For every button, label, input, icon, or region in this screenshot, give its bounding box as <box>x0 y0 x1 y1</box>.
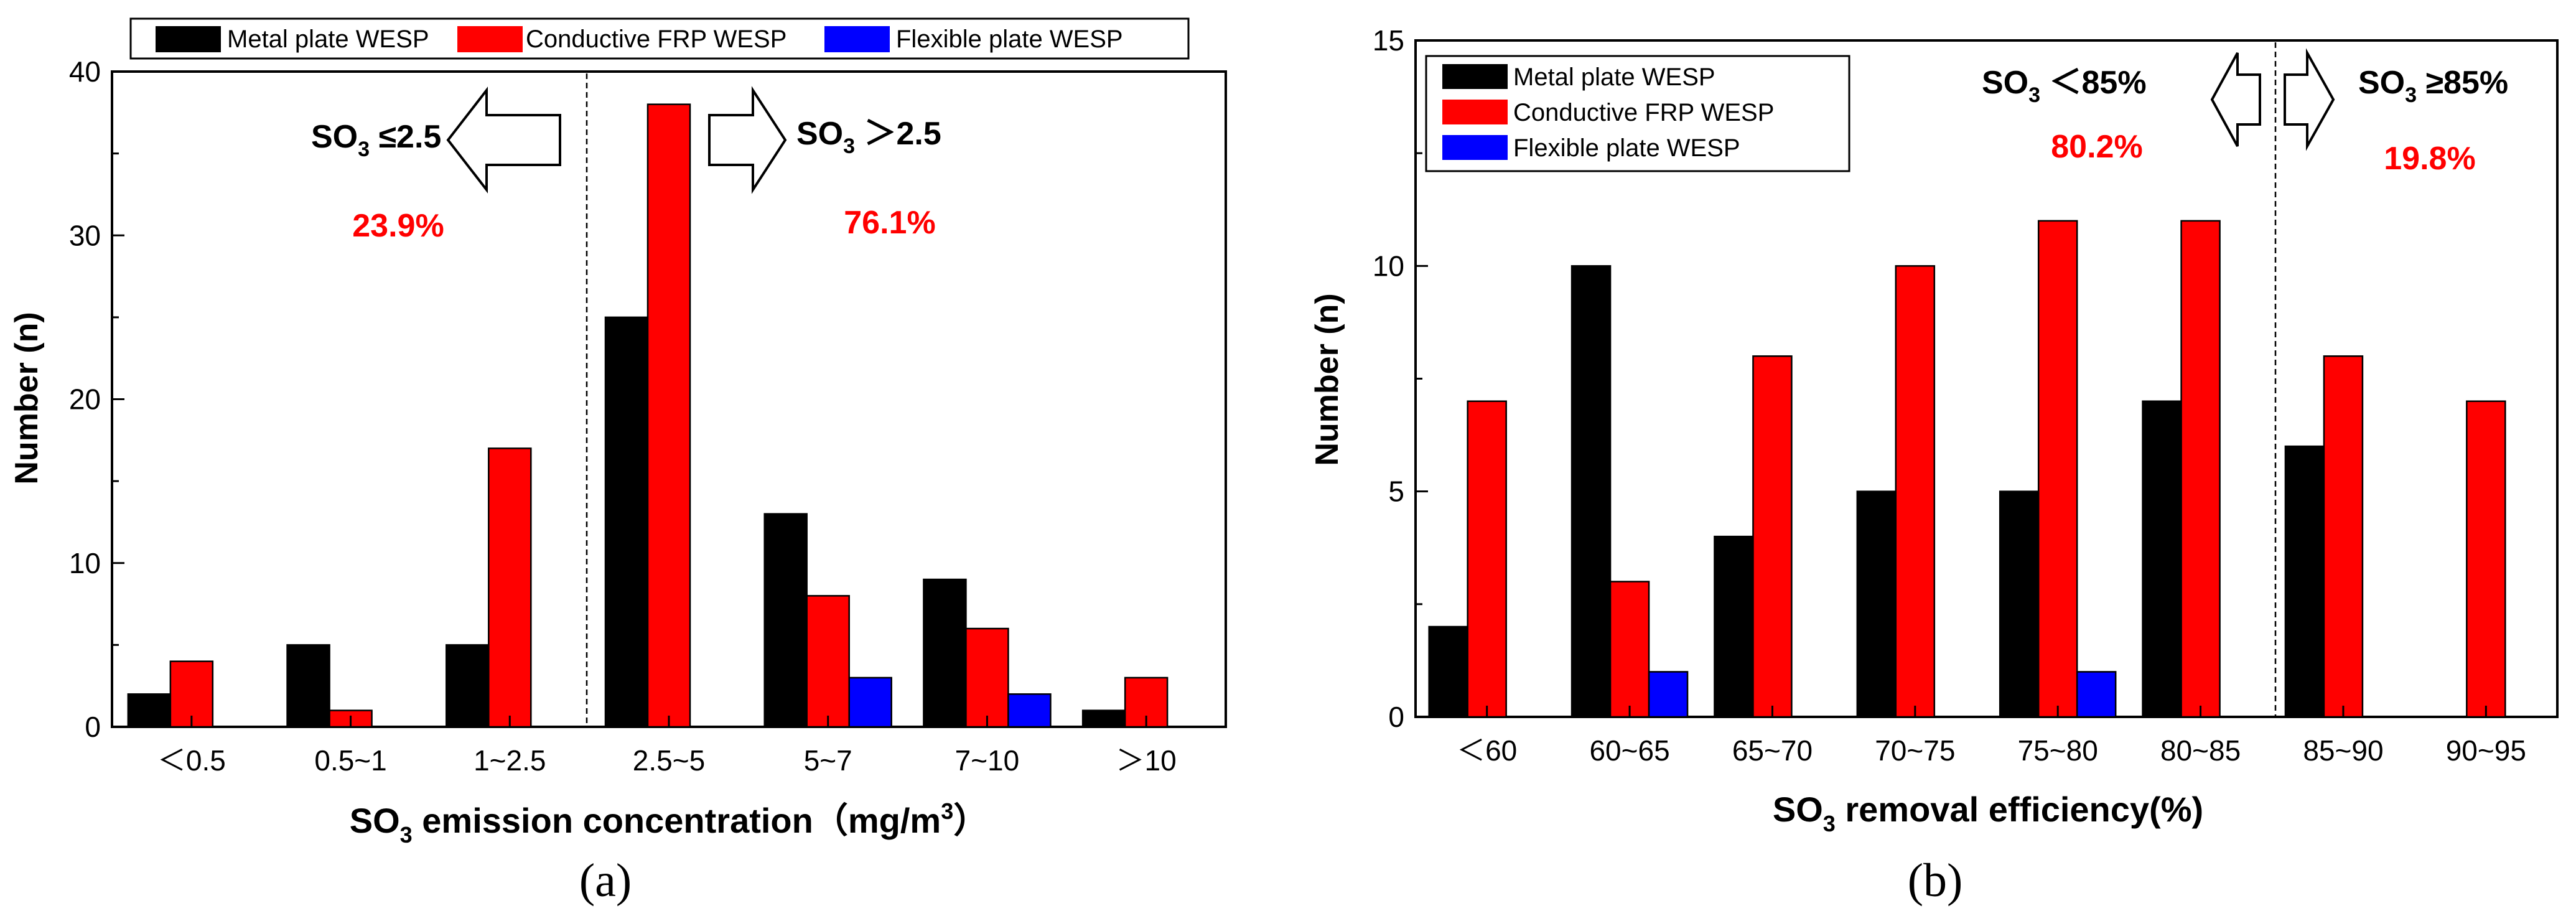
x-tick-label: 0.5~1 <box>314 744 386 777</box>
x-axis-label-a: SO3 emission concentration（mg/m3） <box>350 798 988 848</box>
x-tick-label: 2.5~5 <box>633 744 705 777</box>
y-tick-label: 0 <box>85 711 101 743</box>
panel-label-b: (b) <box>1908 854 1963 907</box>
y-axis-label-b: Number (n) <box>1309 293 1345 465</box>
x-tick-label: 90~95 <box>2446 734 2526 767</box>
y-tick-label: 0 <box>1388 701 1404 733</box>
annotation-b-left-pct: 80.2% <box>2051 129 2142 165</box>
y-tick-label: 10 <box>69 547 101 579</box>
x-tick-label: 60~65 <box>1589 734 1669 767</box>
panel-b: 0 5 10 15 ＜60 60~65 65~70 70~75 75~80 80~85 85~90… <box>1309 24 2559 907</box>
bar-metal <box>923 578 967 728</box>
arrow-right-icon <box>708 86 787 194</box>
legend-b-swatch-flexible <box>1442 135 1508 160</box>
x-tick-label: 1~2.5 <box>474 744 546 777</box>
annotation-a-left: SO3 ≤2.5 <box>311 119 441 161</box>
x-tick-label: ＜0.5 <box>157 744 226 777</box>
bar-flexible <box>2076 671 2117 718</box>
y-tick-label: 5 <box>1388 475 1404 508</box>
bars-b <box>1428 220 2506 718</box>
bar-metal <box>1081 709 1126 728</box>
bar-metal <box>1714 535 1754 718</box>
bar-conductive <box>2180 220 2221 718</box>
legend-b-swatch-metal <box>1442 64 1508 89</box>
legend-b-label-flexible: Flexible plate WESP <box>1513 134 1740 162</box>
x-tick-label: 70~75 <box>1875 734 1955 767</box>
x-axis-b: ＜60 60~65 65~70 70~75 75~80 80~85 85~90 90~95 <box>1457 706 2526 767</box>
y-tick-label: 30 <box>69 219 101 251</box>
annotation-b-right: SO3 ≥85% <box>2358 65 2508 107</box>
bar-conductive <box>2323 355 2364 718</box>
bar-metal <box>1428 625 1468 718</box>
panel-label-a: (a) <box>579 854 632 907</box>
bars-a <box>127 103 1169 728</box>
bar-conductive <box>1467 400 1507 718</box>
bar-flexible <box>848 676 892 728</box>
x-tick-label: 7~10 <box>955 744 1020 777</box>
x-axis-a: ＜0.5 0.5~1 1~2.5 2.5~5 5~7 7~10 ＞10 <box>157 716 1177 777</box>
arrow-left-icon <box>446 86 561 194</box>
bar-metal <box>1999 490 2040 718</box>
x-tick-label: 80~85 <box>2160 734 2241 767</box>
annotation-a-right-pct: 76.1% <box>844 205 935 241</box>
x-tick-label: ＞10 <box>1116 744 1177 777</box>
x-tick-label: 5~7 <box>804 744 852 777</box>
bar-conductive <box>2037 220 2078 718</box>
legend-a-label-frp: Conductive FRP WESP <box>526 26 786 53</box>
legend-a: Metal plate WESP Conductive FRP WESP Fle… <box>129 17 1190 60</box>
bar-conductive <box>1609 581 1650 718</box>
bar-conductive <box>1752 355 1793 718</box>
y-tick-label: 10 <box>1373 250 1404 282</box>
y-axis-label-a: Number (n) <box>9 312 45 484</box>
bar-conductive <box>965 627 1009 728</box>
y-axis-b: 0 5 10 15 <box>1373 24 1428 733</box>
bar-conductive <box>488 447 532 728</box>
legend-a-swatch-frp <box>457 26 523 52</box>
legend-b: Metal plate WESP Conductive FRP WESP Fle… <box>1425 55 1850 172</box>
x-axis-label-b: SO3 removal efficiency(%) <box>1773 790 2203 836</box>
bar-conductive <box>1895 265 1936 718</box>
panel-a: Metal plate WESP Conductive FRP WESP Fle… <box>9 17 1227 907</box>
arrow-left-icon <box>2210 52 2261 147</box>
bar-metal <box>2142 400 2182 718</box>
annotation-b-right-pct: 19.8% <box>2384 141 2475 177</box>
bar-metal <box>1856 490 1897 718</box>
bar-metal <box>127 693 172 728</box>
legend-a-swatch-flexible <box>824 26 890 52</box>
legend-b-swatch-frp <box>1442 100 1508 124</box>
bar-metal <box>2284 445 2325 718</box>
bar-conductive <box>806 595 850 728</box>
x-tick-label: ＜60 <box>1457 734 1517 767</box>
bar-metal <box>286 644 330 728</box>
bar-metal <box>1570 265 1612 718</box>
y-axis-a: 0 10 20 30 40 <box>69 55 124 743</box>
y-tick-label: 15 <box>1373 24 1404 57</box>
bar-flexible <box>1007 693 1052 728</box>
bar-metal <box>604 316 649 728</box>
bar-flexible <box>1648 671 1689 718</box>
bar-conductive <box>2466 400 2506 718</box>
arrow-right-icon <box>2284 48 2335 151</box>
y-tick-label: 40 <box>69 55 101 88</box>
legend-a-swatch-metal <box>156 26 221 52</box>
bar-metal <box>763 513 808 728</box>
x-tick-label: 85~90 <box>2303 734 2383 767</box>
bar-metal <box>446 644 490 728</box>
legend-a-label-metal: Metal plate WESP <box>227 26 429 53</box>
x-tick-label: 65~70 <box>1732 734 1813 767</box>
annotation-a-left-pct: 23.9% <box>352 208 444 244</box>
y-tick-label: 20 <box>69 383 101 416</box>
legend-b-label-frp: Conductive FRP WESP <box>1513 99 1774 126</box>
annotation-a-right: SO3 ＞2.5 <box>796 116 941 158</box>
legend-a-label-flexible: Flexible plate WESP <box>896 26 1123 53</box>
legend-b-label-metal: Metal plate WESP <box>1513 63 1715 91</box>
bar-conductive <box>646 103 691 728</box>
annotation-b-left: SO3 ＜85% <box>1982 65 2147 107</box>
x-tick-label: 75~80 <box>2018 734 2098 767</box>
